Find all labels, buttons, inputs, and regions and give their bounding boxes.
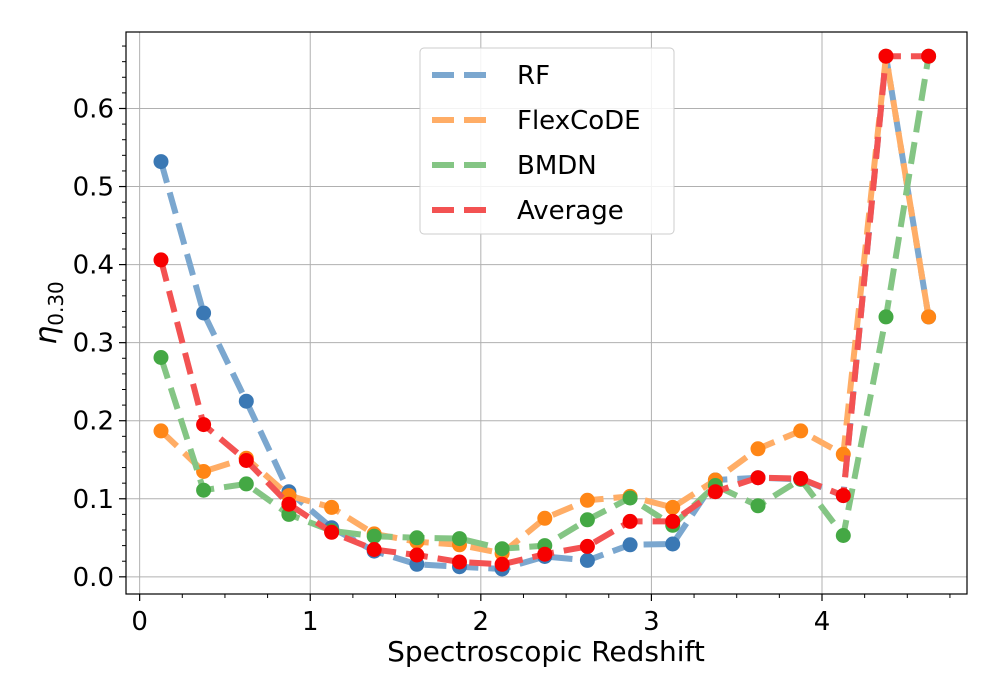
x-axis-label: Spectroscopic Redshift	[387, 635, 705, 668]
data-point-bmdn	[494, 541, 510, 557]
x-tick-label: 1	[302, 607, 319, 637]
data-point-rf	[579, 552, 595, 568]
legend-label-flexcode: FlexCoDE	[517, 106, 641, 136]
data-point-bmdn	[196, 482, 212, 498]
y-tick-label: 0.0	[73, 563, 114, 593]
data-point-average	[665, 513, 681, 529]
data-point-flexcode	[324, 499, 340, 515]
legend-label-bmdn: BMDN	[517, 151, 597, 181]
legend-box	[419, 47, 675, 235]
data-point-average	[707, 484, 723, 500]
y-axis-label-subscript: 0.30	[44, 281, 68, 326]
y-tick-labels: 0.0 0.1 0.2 0.3 0.4 0.5 0.6	[73, 94, 114, 592]
series-layer	[153, 48, 937, 577]
data-point-average	[494, 556, 510, 572]
x-tick-label: 3	[643, 607, 660, 637]
data-point-average	[153, 252, 169, 268]
data-point-flexcode	[665, 499, 681, 515]
data-point-flexcode	[153, 423, 169, 439]
plot-frame	[125, 31, 968, 595]
legend-label-rf: RF	[517, 61, 550, 91]
y-tick-label: 0.4	[73, 251, 114, 281]
series-average	[153, 48, 937, 572]
data-point-average	[409, 547, 425, 563]
data-point-rf	[665, 536, 681, 552]
data-point-bmdn	[366, 528, 382, 544]
x-tick-label: 4	[814, 607, 831, 637]
minor-ticks	[122, 45, 951, 598]
data-point-flexcode	[793, 423, 809, 439]
legend-label-average: Average	[517, 196, 624, 226]
data-point-bmdn	[153, 350, 169, 365]
legend-entry-rf: RF	[432, 61, 550, 91]
x-tick-label: 0	[131, 607, 148, 637]
y-tick-label: 0.6	[73, 94, 114, 124]
data-point-bmdn	[452, 531, 467, 547]
data-point-bmdn	[835, 528, 851, 543]
y-axis-label-symbol: η	[29, 326, 64, 345]
data-point-average	[196, 417, 212, 433]
data-point-average	[366, 542, 382, 557]
data-point-flexcode	[196, 464, 212, 479]
data-point-average	[878, 48, 894, 64]
data-point-rf	[153, 154, 169, 170]
x-tick-label: 2	[473, 607, 490, 637]
data-point-rf	[238, 393, 254, 409]
legend-entry-bmdn: BMDN	[432, 151, 597, 181]
data-point-bmdn	[238, 476, 254, 492]
data-point-flexcode	[537, 510, 553, 526]
y-axis-label: η0.30	[29, 281, 68, 345]
legend-entry-flexcode: FlexCoDE	[432, 106, 641, 136]
major-ticks	[119, 107, 823, 601]
y-tick-label: 0.2	[73, 407, 114, 437]
data-point-rf	[622, 537, 638, 553]
data-point-flexcode	[750, 441, 766, 457]
data-point-flexcode	[579, 492, 595, 508]
data-point-average	[921, 48, 937, 64]
data-point-rf	[196, 305, 212, 321]
data-point-average	[622, 513, 638, 529]
data-point-bmdn	[622, 490, 638, 506]
legend: RF FlexCoDE BMDN Average	[419, 47, 675, 235]
x-tick-labels: 0 1 2 3 4	[131, 607, 830, 637]
data-point-bmdn	[579, 512, 595, 528]
data-point-average	[579, 538, 595, 554]
data-point-average	[750, 470, 766, 486]
data-point-average	[238, 453, 254, 468]
data-point-bmdn	[409, 530, 425, 546]
y-tick-label: 0.3	[73, 329, 114, 359]
data-point-average	[835, 488, 851, 504]
data-point-average	[537, 546, 553, 562]
data-point-average	[452, 554, 467, 570]
data-point-average	[324, 524, 340, 540]
y-tick-label: 0.1	[73, 485, 114, 515]
data-point-flexcode	[921, 309, 937, 325]
data-point-average	[793, 471, 809, 486]
data-point-bmdn	[750, 498, 766, 514]
y-tick-label: 0.5	[73, 173, 114, 203]
data-point-average	[281, 496, 297, 512]
data-point-bmdn	[878, 309, 894, 325]
legend-entry-average: Average	[432, 196, 624, 226]
